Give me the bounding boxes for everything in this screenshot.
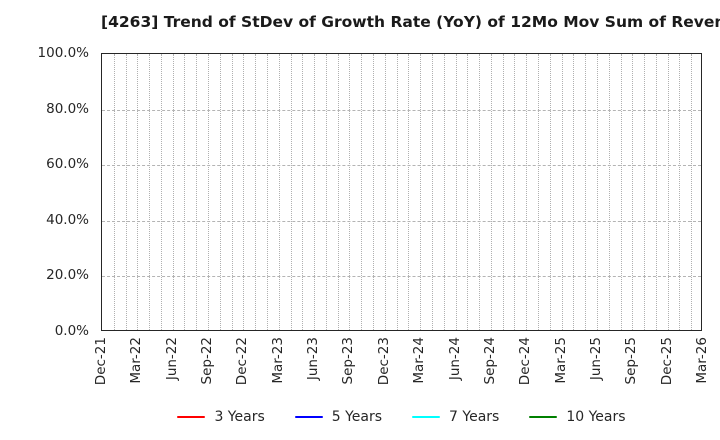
legend-label: 7 Years: [449, 409, 500, 425]
gridline-vertical-minor: [502, 54, 504, 330]
gridline-vertical-minor: [125, 54, 127, 330]
gridline-vertical-minor: [384, 54, 386, 330]
gridline-vertical-minor: [243, 54, 245, 330]
gridline-vertical-minor: [573, 54, 575, 330]
gridline-vertical-minor: [231, 54, 233, 330]
legend-item-7-years: 7 Years: [412, 409, 499, 425]
gridline-vertical-minor: [561, 54, 563, 330]
gridline-vertical-minor: [431, 54, 433, 330]
gridline-horizontal-major: [102, 276, 701, 278]
x-tick-label: Mar-23: [269, 337, 286, 384]
gridline-vertical-minor: [408, 54, 410, 330]
legend-line-swatch: [294, 415, 323, 419]
gridline-vertical-minor: [278, 54, 280, 330]
x-tick-label: Mar-24: [411, 337, 428, 384]
gridline-vertical-minor: [396, 54, 398, 330]
gridline-vertical-minor: [160, 54, 162, 330]
gridline-vertical-minor: [337, 54, 339, 330]
gridline-vertical-minor: [266, 54, 268, 330]
x-tick-label: Jun-25: [587, 337, 604, 381]
gridline-vertical-minor: [679, 54, 681, 330]
legend-label: 5 Years: [331, 409, 383, 425]
gridline-vertical-minor: [667, 54, 669, 330]
legend-item-5-years: 5 Years: [294, 409, 383, 425]
gridline-vertical-minor: [608, 54, 610, 330]
legend-item-3-years: 3 Years: [177, 409, 265, 425]
gridline-vertical-minor: [632, 54, 634, 330]
gridline-vertical-minor: [526, 54, 528, 330]
x-tick-label: Dec-23: [375, 337, 392, 386]
x-tick-label: Dec-24: [517, 337, 534, 386]
gridline-vertical-minor: [420, 54, 422, 330]
gridline-vertical-minor: [255, 54, 257, 330]
gridline-vertical-minor: [208, 54, 210, 330]
gridline-vertical-minor: [373, 54, 375, 330]
gridline-vertical-minor: [644, 54, 646, 330]
gridline-horizontal-major: [102, 109, 701, 111]
legend-line-swatch: [412, 415, 441, 419]
gridline-vertical-minor: [349, 54, 351, 330]
gridline-vertical-minor: [514, 54, 516, 330]
gridline-vertical-minor: [620, 54, 622, 330]
legend-line-swatch: [529, 415, 558, 419]
gridline-vertical-minor: [314, 54, 316, 330]
legend: 3 Years 5 Years 7 Years 10 Years: [101, 405, 702, 429]
gridline-vertical-minor: [302, 54, 304, 330]
x-tick-label: Sep-24: [481, 337, 498, 385]
gridline-vertical-minor: [113, 54, 115, 330]
y-tick-label: 60.0%: [46, 156, 89, 173]
gridline-vertical-minor: [443, 54, 445, 330]
y-tick-label: 80.0%: [46, 100, 89, 117]
legend-label: 10 Years: [566, 409, 626, 425]
x-tick-label: Jun-23: [305, 337, 322, 381]
x-tick-label: Mar-25: [552, 337, 569, 384]
x-tick-label: Jun-24: [446, 337, 463, 381]
gridline-vertical-minor: [549, 54, 551, 330]
x-tick-label: Mar-26: [694, 337, 710, 384]
series-lines: [102, 54, 703, 332]
x-tick-label: Dec-25: [658, 337, 675, 386]
x-tick-label: Mar-22: [128, 337, 145, 384]
gridline-vertical-minor: [490, 54, 492, 330]
gridline-vertical-minor: [361, 54, 363, 330]
gridline-vertical-minor: [467, 54, 469, 330]
x-tick-label: Jun-22: [163, 337, 180, 381]
gridline-vertical-minor: [479, 54, 481, 330]
gridline-vertical-minor: [585, 54, 587, 330]
gridline-vertical-minor: [455, 54, 457, 330]
legend-label: 3 Years: [214, 409, 265, 425]
gridline-vertical-minor: [184, 54, 186, 330]
y-tick-label: 100.0%: [37, 45, 89, 61]
legend-line-swatch: [177, 415, 206, 419]
gridline-vertical-minor: [655, 54, 657, 330]
x-tick-label: Sep-25: [623, 337, 640, 385]
gridline-vertical-minor: [172, 54, 174, 330]
x-tick-label: Dec-22: [234, 337, 251, 386]
gridline-vertical-minor: [325, 54, 327, 330]
gridline-vertical-minor: [219, 54, 221, 330]
x-tick-label: Sep-23: [340, 337, 357, 385]
gridline-horizontal-major: [102, 165, 701, 167]
y-tick-label: 20.0%: [46, 267, 89, 284]
gridline-vertical-minor: [149, 54, 151, 330]
plot-area: [101, 53, 702, 331]
gridline-vertical-minor: [596, 54, 598, 330]
x-tick-label: Dec-21: [93, 337, 109, 386]
y-axis-tick-labels: 100.0% 80.0% 60.0% 40.0% 20.0% 0.0%: [0, 0, 89, 440]
x-tick-label: Sep-22: [199, 337, 216, 385]
y-tick-label: 40.0%: [46, 211, 89, 228]
gridline-vertical-minor: [137, 54, 139, 330]
y-tick-label: 0.0%: [54, 323, 89, 339]
legend-item-10-years: 10 Years: [529, 409, 626, 425]
gridline-vertical-minor: [196, 54, 198, 330]
gridline-vertical-minor: [290, 54, 292, 330]
gridline-horizontal-major: [102, 220, 701, 222]
gridline-vertical-minor: [691, 54, 693, 330]
chart-title: [4263] Trend of StDev of Growth Rate (Yo…: [101, 13, 720, 31]
gridline-vertical-minor: [538, 54, 540, 330]
